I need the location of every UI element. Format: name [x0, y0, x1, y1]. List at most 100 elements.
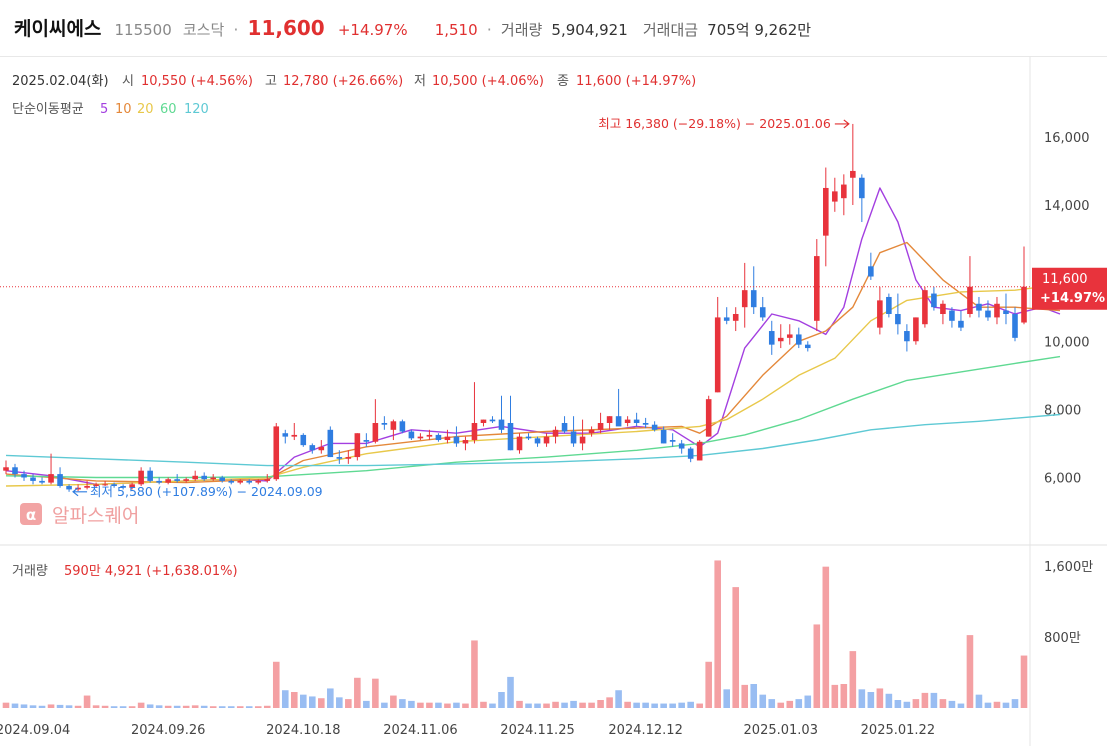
amount-value: 705억 9,262만: [707, 21, 812, 39]
candle-body: [723, 317, 730, 321]
volume-bar: [885, 693, 893, 708]
candlesticks: [3, 123, 1027, 492]
volume-bar: [137, 702, 145, 708]
ma-line-ma20: [5, 286, 1061, 487]
volume-bar: [948, 700, 956, 708]
candle-body: [516, 436, 523, 451]
candle-body: [606, 416, 613, 423]
candle-body: [354, 433, 361, 458]
ma-legend-10[interactable]: 10: [115, 102, 132, 117]
moving-averages: [5, 187, 1061, 487]
current-price-tag-price: 11,600: [1042, 272, 1088, 287]
candle-body: [129, 484, 135, 488]
volume-bar: [858, 689, 866, 708]
candle-body: [507, 423, 514, 451]
volume-bar: [227, 706, 235, 708]
candle-body: [714, 317, 721, 393]
ma-legend-120[interactable]: 120: [184, 102, 209, 117]
candle-body: [12, 467, 18, 475]
volume-bar: [660, 703, 667, 708]
candle-body: [363, 440, 370, 442]
stock-chart[interactable]: 2025.02.04(화) 시 10,550 (+4.56%) 고 12,780…: [0, 56, 1107, 746]
volume-bar: [155, 705, 163, 708]
volume-bar: [804, 695, 812, 708]
candle-body: [273, 426, 280, 480]
volume-bar: [218, 706, 226, 708]
candle-body: [1021, 286, 1027, 323]
watermark-logo-icon: [20, 503, 42, 525]
candle-body: [327, 429, 334, 458]
volume-bar: [92, 705, 100, 708]
candle-body: [390, 421, 397, 430]
volume-bar: [191, 705, 199, 708]
ma-legend-60[interactable]: 60: [160, 102, 177, 117]
candle-body: [30, 477, 36, 481]
info-open-label: 시: [122, 74, 134, 89]
date-tick-label: 2024.09.26: [131, 723, 205, 738]
volume-bar: [732, 587, 740, 708]
volume-bar: [903, 701, 911, 708]
candle-body: [336, 457, 343, 459]
candle-body: [525, 436, 532, 439]
volume-bar: [894, 700, 902, 708]
volume-bar: [65, 705, 73, 708]
info-open: 10,550 (+4.56%): [141, 74, 253, 89]
candle-body: [165, 479, 171, 483]
volume-bar: [552, 701, 559, 708]
volume-bar: [642, 702, 649, 708]
volume-bar: [516, 700, 523, 708]
volume-bar: [759, 694, 767, 708]
stock-code: 115500: [114, 21, 172, 39]
candle-body: [192, 475, 198, 480]
candle-body: [669, 440, 676, 442]
ma-line-ma60: [5, 355, 1061, 479]
volume-bar: [678, 702, 685, 708]
volume-bar: [101, 705, 109, 708]
volume-bar: [615, 690, 622, 708]
candle-body: [228, 480, 235, 483]
volume-bar: [444, 703, 451, 708]
volume-bar: [119, 706, 127, 708]
candle-body: [949, 310, 955, 321]
candle-body: [804, 344, 811, 349]
ma-legend-5[interactable]: 5: [100, 102, 108, 117]
volume-bar: [984, 702, 992, 708]
candle-body: [877, 300, 883, 328]
candle-body: [850, 170, 856, 178]
candle-body: [958, 320, 964, 328]
candle-body: [120, 486, 126, 488]
volume-bar: [435, 702, 442, 708]
info-high-label: 고: [265, 74, 277, 89]
candle-body: [940, 303, 946, 314]
current-price: 11,600: [247, 16, 325, 40]
volume-bar: [534, 703, 541, 708]
volume-tick-label: 1,600만: [1044, 560, 1093, 575]
volume-bar: [426, 702, 433, 708]
stock-name[interactable]: 케이씨에스: [14, 18, 102, 40]
date-tick-label: 2024.09.04: [0, 723, 70, 738]
volume-bar: [876, 688, 884, 708]
volume-bar: [777, 702, 785, 708]
ma-line-ma10: [5, 241, 1061, 484]
candle-body: [345, 457, 352, 459]
candle-body: [417, 436, 424, 439]
volume-bar: [921, 692, 929, 708]
volume-bar: [840, 684, 848, 708]
volume-panel-value: 590만 4,921 (+1,638.01%): [64, 564, 238, 579]
candle-body: [3, 467, 9, 471]
candle-body: [741, 290, 748, 308]
volume-bar: [128, 706, 136, 708]
candle-body: [156, 480, 162, 483]
volume-bar: [579, 702, 586, 708]
candle-body: [985, 310, 991, 318]
candle-body: [570, 431, 577, 444]
candle-body: [489, 419, 496, 422]
candle-body: [696, 441, 703, 461]
candle-body: [931, 293, 937, 308]
price-tick-label: 16,000: [1044, 131, 1090, 146]
ma-legend-20[interactable]: 20: [137, 102, 154, 117]
candle-body: [732, 314, 739, 321]
candle-body: [408, 431, 415, 439]
candle-body: [255, 480, 262, 483]
watermark-logo-glyph: α: [26, 506, 36, 524]
